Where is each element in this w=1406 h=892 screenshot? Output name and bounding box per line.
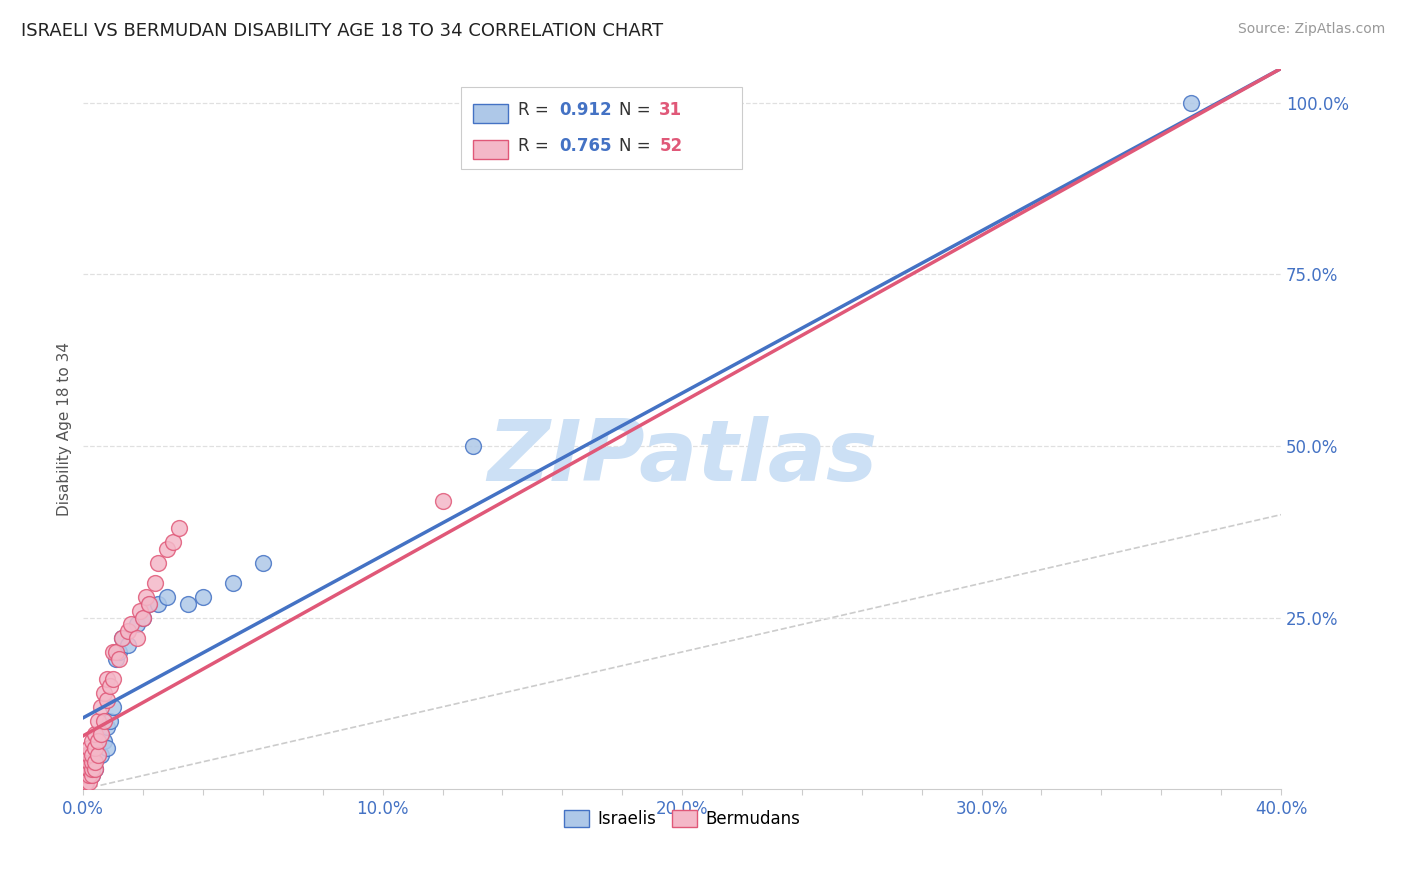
Point <box>117 638 139 652</box>
Point <box>103 645 125 659</box>
Point <box>138 597 160 611</box>
Point <box>77 762 100 776</box>
Point <box>87 714 110 728</box>
Point <box>82 747 104 762</box>
Y-axis label: Disability Age 18 to 34: Disability Age 18 to 34 <box>58 342 72 516</box>
Text: N =: N = <box>619 136 655 154</box>
Point <box>177 597 200 611</box>
Point <box>167 521 190 535</box>
Point <box>75 775 97 789</box>
Legend: Israelis, Bermudans: Israelis, Bermudans <box>557 804 807 835</box>
Point <box>132 610 155 624</box>
Point <box>1180 95 1202 110</box>
Point <box>77 775 100 789</box>
Point <box>156 541 179 556</box>
Point <box>90 747 112 762</box>
Point <box>82 768 104 782</box>
Point <box>84 741 107 756</box>
Point <box>87 747 110 762</box>
Point <box>77 768 100 782</box>
Point <box>135 590 157 604</box>
Point <box>75 775 97 789</box>
Point <box>162 535 184 549</box>
Point <box>143 576 166 591</box>
Point <box>105 652 128 666</box>
Point <box>138 597 160 611</box>
Point <box>75 747 97 762</box>
Point <box>111 631 134 645</box>
Point <box>90 699 112 714</box>
Point <box>461 439 484 453</box>
Point <box>84 762 107 776</box>
Point <box>75 768 97 782</box>
Point <box>84 727 107 741</box>
Point <box>111 631 134 645</box>
Point <box>103 673 125 687</box>
Point <box>82 762 104 776</box>
Point <box>82 755 104 769</box>
Point <box>96 741 118 756</box>
Point <box>77 762 100 776</box>
Point <box>120 617 142 632</box>
Point <box>75 755 97 769</box>
Text: R =: R = <box>517 101 554 119</box>
Point <box>222 576 245 591</box>
Point <box>103 699 125 714</box>
Point <box>252 556 274 570</box>
Point <box>96 693 118 707</box>
Point <box>77 747 100 762</box>
Text: ISRAELI VS BERMUDAN DISABILITY AGE 18 TO 34 CORRELATION CHART: ISRAELI VS BERMUDAN DISABILITY AGE 18 TO… <box>21 22 664 40</box>
Text: ZIPatlas: ZIPatlas <box>486 417 877 500</box>
Point <box>127 631 149 645</box>
Text: N =: N = <box>619 101 655 119</box>
Point <box>82 768 104 782</box>
Text: 31: 31 <box>659 101 682 119</box>
Point <box>87 734 110 748</box>
Point <box>129 604 152 618</box>
Point <box>96 673 118 687</box>
Text: Source: ZipAtlas.com: Source: ZipAtlas.com <box>1237 22 1385 37</box>
Point <box>84 741 107 756</box>
Point <box>432 494 454 508</box>
Point <box>75 762 97 776</box>
Point <box>77 768 100 782</box>
Point <box>156 590 179 604</box>
Text: R =: R = <box>517 136 554 154</box>
Point <box>77 741 100 756</box>
Bar <box>472 140 509 159</box>
Point <box>75 762 97 776</box>
Point <box>84 755 107 769</box>
Point <box>105 645 128 659</box>
Point <box>146 597 169 611</box>
Point <box>82 755 104 769</box>
Point <box>98 679 121 693</box>
Point <box>93 686 115 700</box>
Point <box>96 721 118 735</box>
Point <box>108 645 131 659</box>
Point <box>117 624 139 639</box>
Point <box>77 755 100 769</box>
Text: 0.765: 0.765 <box>558 136 612 154</box>
Point <box>127 617 149 632</box>
Point <box>90 727 112 741</box>
Point <box>75 768 97 782</box>
Point <box>82 734 104 748</box>
Point <box>146 556 169 570</box>
Bar <box>472 103 509 122</box>
Text: 0.912: 0.912 <box>558 101 612 119</box>
Point <box>87 734 110 748</box>
Point <box>98 714 121 728</box>
Point <box>93 714 115 728</box>
Point <box>132 610 155 624</box>
Point <box>108 652 131 666</box>
Point <box>90 727 112 741</box>
Text: 52: 52 <box>659 136 682 154</box>
Point <box>191 590 214 604</box>
Point <box>75 775 97 789</box>
Point <box>84 762 107 776</box>
Point <box>75 768 97 782</box>
FancyBboxPatch shape <box>461 87 742 169</box>
Point <box>77 762 100 776</box>
Point <box>93 734 115 748</box>
